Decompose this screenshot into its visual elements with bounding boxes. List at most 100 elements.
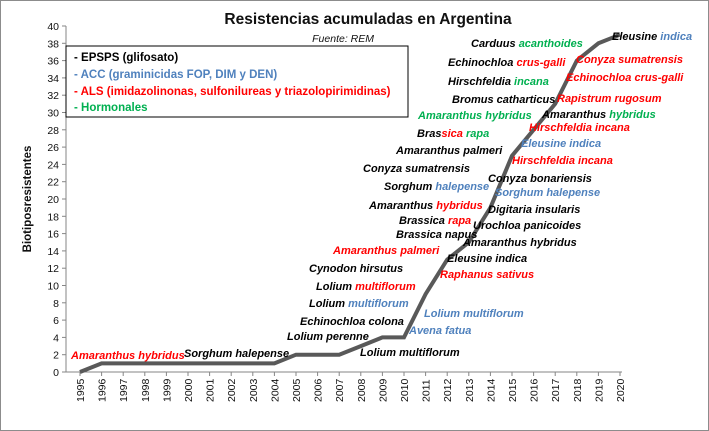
species-label: Cynodon hirsutus (309, 263, 403, 275)
x-tick-label: 2004 (269, 378, 281, 402)
species-label: Carduus acanthoides (471, 38, 583, 50)
species-label: Brassica rapa (399, 215, 471, 227)
species-label-part: indica (660, 31, 692, 43)
species-label: Eleusine indica (447, 253, 527, 265)
species-label: Brassica napus (396, 229, 477, 241)
species-label: Lolium multiflorum (316, 281, 416, 293)
species-label-part: Raphanus sativus (440, 269, 534, 281)
y-tick-label: 24 (47, 159, 59, 171)
species-annotations: Amaranthus hybridus Sorghum halepense Loli… (70, 31, 692, 362)
species-label-part: acanthoides (519, 38, 583, 50)
species-label-part: Cynodon hirsutus (309, 263, 403, 275)
legend-box (65, 45, 409, 118)
x-tick-label: 2018 (572, 378, 584, 402)
x-tick-label: 2000 (183, 378, 195, 402)
species-label-part: Brassica (399, 215, 448, 227)
y-tick-label: 36 (47, 56, 59, 68)
species-label-part: Hirschfeldia incana (512, 155, 613, 167)
x-tick-label: 2012 (442, 378, 454, 402)
x-tick-label: 2007 (334, 378, 346, 402)
species-label: Sorghum halepense (184, 348, 289, 360)
species-label: Echinochloa crus-galli (566, 72, 684, 84)
species-label: Amaranthus hybridus (462, 237, 577, 249)
species-label-part: Sorghum (384, 181, 435, 193)
species-label-part: Brassica napus (396, 229, 477, 241)
legend-item: - ACC (graminicidas FOP, DIM y DEN) (74, 69, 277, 81)
species-label-part: Amaranthus hybridus (417, 110, 532, 122)
species-label-part: Echinochloa (448, 57, 516, 69)
species-label-part: Hirschfeldia (448, 76, 514, 88)
species-label: Sorghum halepense (384, 181, 489, 193)
y-tick-label: 16 (47, 229, 59, 241)
y-tick-label: 20 (47, 194, 59, 206)
species-label-part: Eleusine indica (447, 253, 527, 265)
species-label: Lolium multiflorum (309, 298, 409, 310)
x-tick-label: 1996 (97, 378, 109, 402)
x-tick-label: 2011 (421, 379, 433, 402)
species-label-part: Conyza sumatrensis (576, 54, 683, 66)
species-label-part: Conyza sumatrensis (363, 163, 470, 175)
species-label-part: sica (441, 128, 462, 140)
species-label-part: multiflorum (355, 281, 416, 293)
species-label: Amaranthus palmeri (332, 245, 440, 257)
species-label-part: Lolium (316, 281, 355, 293)
species-label-part: Sorghum halepense (184, 348, 289, 360)
x-tick-label: 1995 (75, 378, 87, 402)
x-tick-label: 2010 (399, 378, 411, 402)
species-label: Conyza sumatrensis (576, 54, 683, 66)
legend-item: - Hormonales (74, 102, 148, 114)
species-label: Amaranthus palmeri (395, 145, 503, 157)
species-label: Hirschfeldia incana (529, 122, 630, 134)
species-label: Eleusine indica (521, 138, 601, 150)
species-label: Conyza sumatrensis (363, 163, 470, 175)
series-line (79, 32, 621, 374)
y-tick-label: 12 (47, 263, 59, 275)
y-tick-label: 14 (47, 246, 59, 258)
species-label-part: Urochloa panicoides (473, 220, 581, 232)
y-tick-label: 26 (47, 142, 59, 154)
species-label-part: Echinochloa colona (300, 316, 404, 328)
species-label-part: Bras (417, 128, 441, 140)
x-tick-label: 2013 (464, 378, 476, 402)
species-label-part: Lolium (309, 298, 348, 310)
x-tick-label: 2001 (205, 378, 217, 402)
species-label: Amaranthus hybridus (541, 109, 656, 121)
x-tick-label: 2005 (291, 378, 303, 402)
y-tick-label: 10 (47, 281, 59, 293)
x-tick-label: 2008 (356, 378, 368, 402)
y-axis-label: Biotiposresistentes (22, 146, 34, 253)
species-label: Brassica rapa (417, 128, 489, 140)
x-tick-label: 2016 (529, 378, 541, 402)
chart-source: Fuente: REM (312, 33, 374, 45)
y-tick-label: 34 (47, 73, 59, 85)
species-label-part: Amaranthus palmeri (332, 245, 440, 257)
species-label-part: Hirschfeldia incana (529, 122, 630, 134)
species-label-part: Avena fatua (408, 325, 471, 337)
species-label: Lolium multiflorum (360, 347, 460, 359)
species-label: Bromus catharticus (452, 94, 555, 106)
species-label-part: Conyza bonariensis (488, 173, 592, 185)
x-tick-label: 2020 (615, 378, 627, 402)
legend-item: - EPSPS (glifosato) (74, 52, 178, 64)
species-label: Echinochloa crus-galli (448, 57, 566, 69)
y-tick-label: 28 (47, 125, 59, 137)
species-label-part: Amaranthus (541, 109, 609, 121)
species-label-part: Eleusine indica (521, 138, 601, 150)
species-label: Raphanus sativus (440, 269, 534, 281)
x-tick-label: 2015 (507, 378, 519, 402)
y-tick-label: 30 (47, 108, 59, 120)
species-label-part: Digitaria insularis (488, 204, 580, 216)
species-label-part: halepense (435, 181, 489, 193)
species-label-part: hybridus (609, 109, 655, 121)
x-tick-label: 2003 (248, 378, 260, 402)
x-tick-label: 1998 (140, 378, 152, 402)
x-tick-label: 2009 (377, 378, 389, 402)
y-tick-label: 40 (47, 21, 59, 33)
y-tick-label: 2 (53, 350, 59, 362)
y-tick-label: 38 (47, 38, 59, 50)
species-label: Hirschfeldia incana (512, 155, 613, 167)
species-label: Conyza bonariensis (488, 173, 592, 185)
species-label-part: Lolium perenne (287, 331, 369, 343)
